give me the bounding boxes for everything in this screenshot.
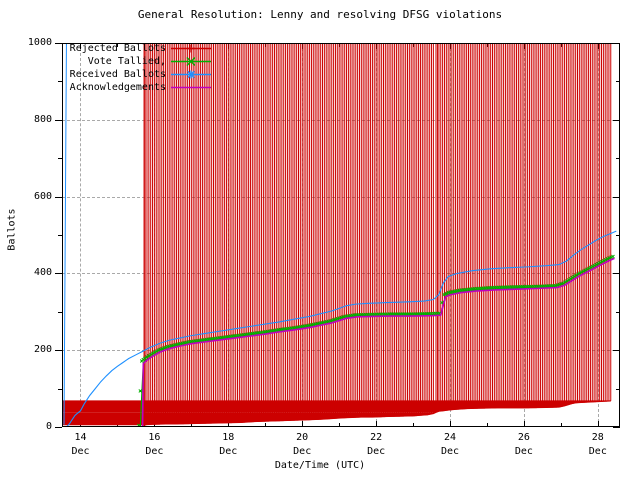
x-axis-minor-tick: [191, 423, 193, 427]
legend-item: Acknowledgements: [62, 81, 212, 94]
y-axis-tick-right: [613, 350, 620, 352]
series-markers: [62, 43, 612, 427]
x-axis-tick-sublabel: Dec: [440, 446, 460, 457]
x-axis-tick-label: 16: [148, 432, 161, 443]
x-axis-tick-sublabel: Dec: [145, 446, 164, 457]
x-axis-tick-label: 28: [591, 432, 604, 443]
series-line: [66, 230, 617, 427]
x-axis-tick-sublabel: Dec: [71, 446, 90, 457]
legend-item: Received Ballots: [62, 68, 212, 81]
y-axis-tick-right: [613, 427, 620, 428]
x-axis-tick-label: 26: [517, 432, 530, 443]
y-axis-tick-right: [613, 196, 620, 198]
y-axis-title: Ballots: [6, 208, 18, 251]
y-axis-tick-label: 600: [33, 190, 52, 202]
x-axis-tick-label: 20: [296, 432, 309, 443]
legend-item-label: Acknowledgements: [69, 82, 166, 93]
legend-item-label: Rejected Ballots: [69, 43, 166, 54]
x-axis-tick-label: 24: [443, 432, 457, 443]
y-axis-minor-tick: [58, 311, 62, 313]
y-axis-minor-tick: [58, 235, 62, 236]
legend-item-swatch: [171, 44, 211, 53]
y-axis-tick-label: 1000: [27, 37, 52, 48]
series-line: [141, 257, 615, 427]
x-axis-tick-sublabel: Dec: [588, 446, 607, 457]
chart-title: General Resolution: Lenny and resolving …: [137, 8, 503, 21]
y-axis-tick: [55, 43, 62, 44]
y-axis-minor-tick-right: [616, 235, 620, 236]
x-axis-tick-sublabel: Dec: [514, 446, 533, 457]
y-axis-minor-tick: [58, 158, 62, 160]
x-axis-tick-label: 18: [222, 432, 235, 443]
x-axis-minor-tick: [486, 423, 488, 427]
series-acknowledgements: [141, 257, 615, 427]
x-axis-tick: [228, 421, 230, 427]
series-rejected-ballots: [62, 43, 612, 427]
legend-item-swatch: [171, 57, 211, 66]
y-axis-minor-tick-right: [616, 158, 620, 160]
x-axis-tick-top: [80, 43, 82, 49]
legend-item: Vote Tallied,: [62, 55, 212, 68]
y-axis-tick-right: [613, 119, 620, 121]
legend-item: Rejected Ballots: [62, 42, 212, 55]
x-axis-tick-sublabel: Dec: [367, 446, 386, 457]
legend-item-swatch: [171, 70, 211, 79]
y-axis-minor-tick: [58, 388, 62, 390]
x-axis-minor-tick: [413, 423, 415, 427]
y-axis-tick-label: 200: [33, 344, 52, 356]
y-axis-tick-right: [613, 273, 620, 275]
y-axis-tick-label: 400: [33, 267, 52, 279]
series-markers: [136, 254, 615, 427]
x-axis-tick: [597, 421, 599, 427]
x-axis-minor-tick: [339, 423, 341, 427]
x-axis-tick: [302, 421, 304, 427]
y-axis-tick: [55, 119, 62, 121]
x-axis-minor-tick-top: [117, 43, 119, 47]
x-axis-tick: [523, 421, 525, 427]
y-axis-tick: [55, 427, 62, 428]
x-axis-tick-sublabel: Dec: [219, 446, 238, 457]
x-axis-title: Date/Time (UTC): [274, 460, 366, 471]
legend-item-swatch: [171, 86, 211, 89]
y-axis-tick: [55, 196, 62, 198]
chart-legend: Rejected Ballots Vote Tallied, Received Ba…: [62, 42, 212, 94]
legend-item-label: Received Ballots: [69, 69, 166, 80]
x-axis-tick-sublabel: Dec: [293, 446, 312, 457]
plot-frame: [62, 43, 620, 427]
x-axis-minor-tick: [265, 423, 267, 427]
y-axis-minor-tick: [58, 81, 62, 83]
legend-item-label: Vote Tallied,: [87, 56, 166, 67]
x-axis-tick: [450, 421, 451, 427]
y-axis-tick-label: 800: [33, 113, 52, 125]
x-axis-tick-label: 14: [74, 432, 87, 443]
gridline-vertical: [80, 43, 82, 427]
y-axis-tick: [55, 350, 62, 352]
y-axis-minor-tick-right: [616, 388, 620, 390]
x-axis-tick: [376, 421, 378, 427]
y-axis-tick-label: 0: [45, 421, 52, 432]
x-axis-tick-label: 22: [370, 432, 383, 443]
y-axis-minor-tick-right: [616, 81, 620, 83]
y-axis-tick: [55, 273, 62, 275]
y-axis-minor-tick-right: [616, 311, 620, 313]
x-axis-minor-tick: [560, 423, 562, 427]
